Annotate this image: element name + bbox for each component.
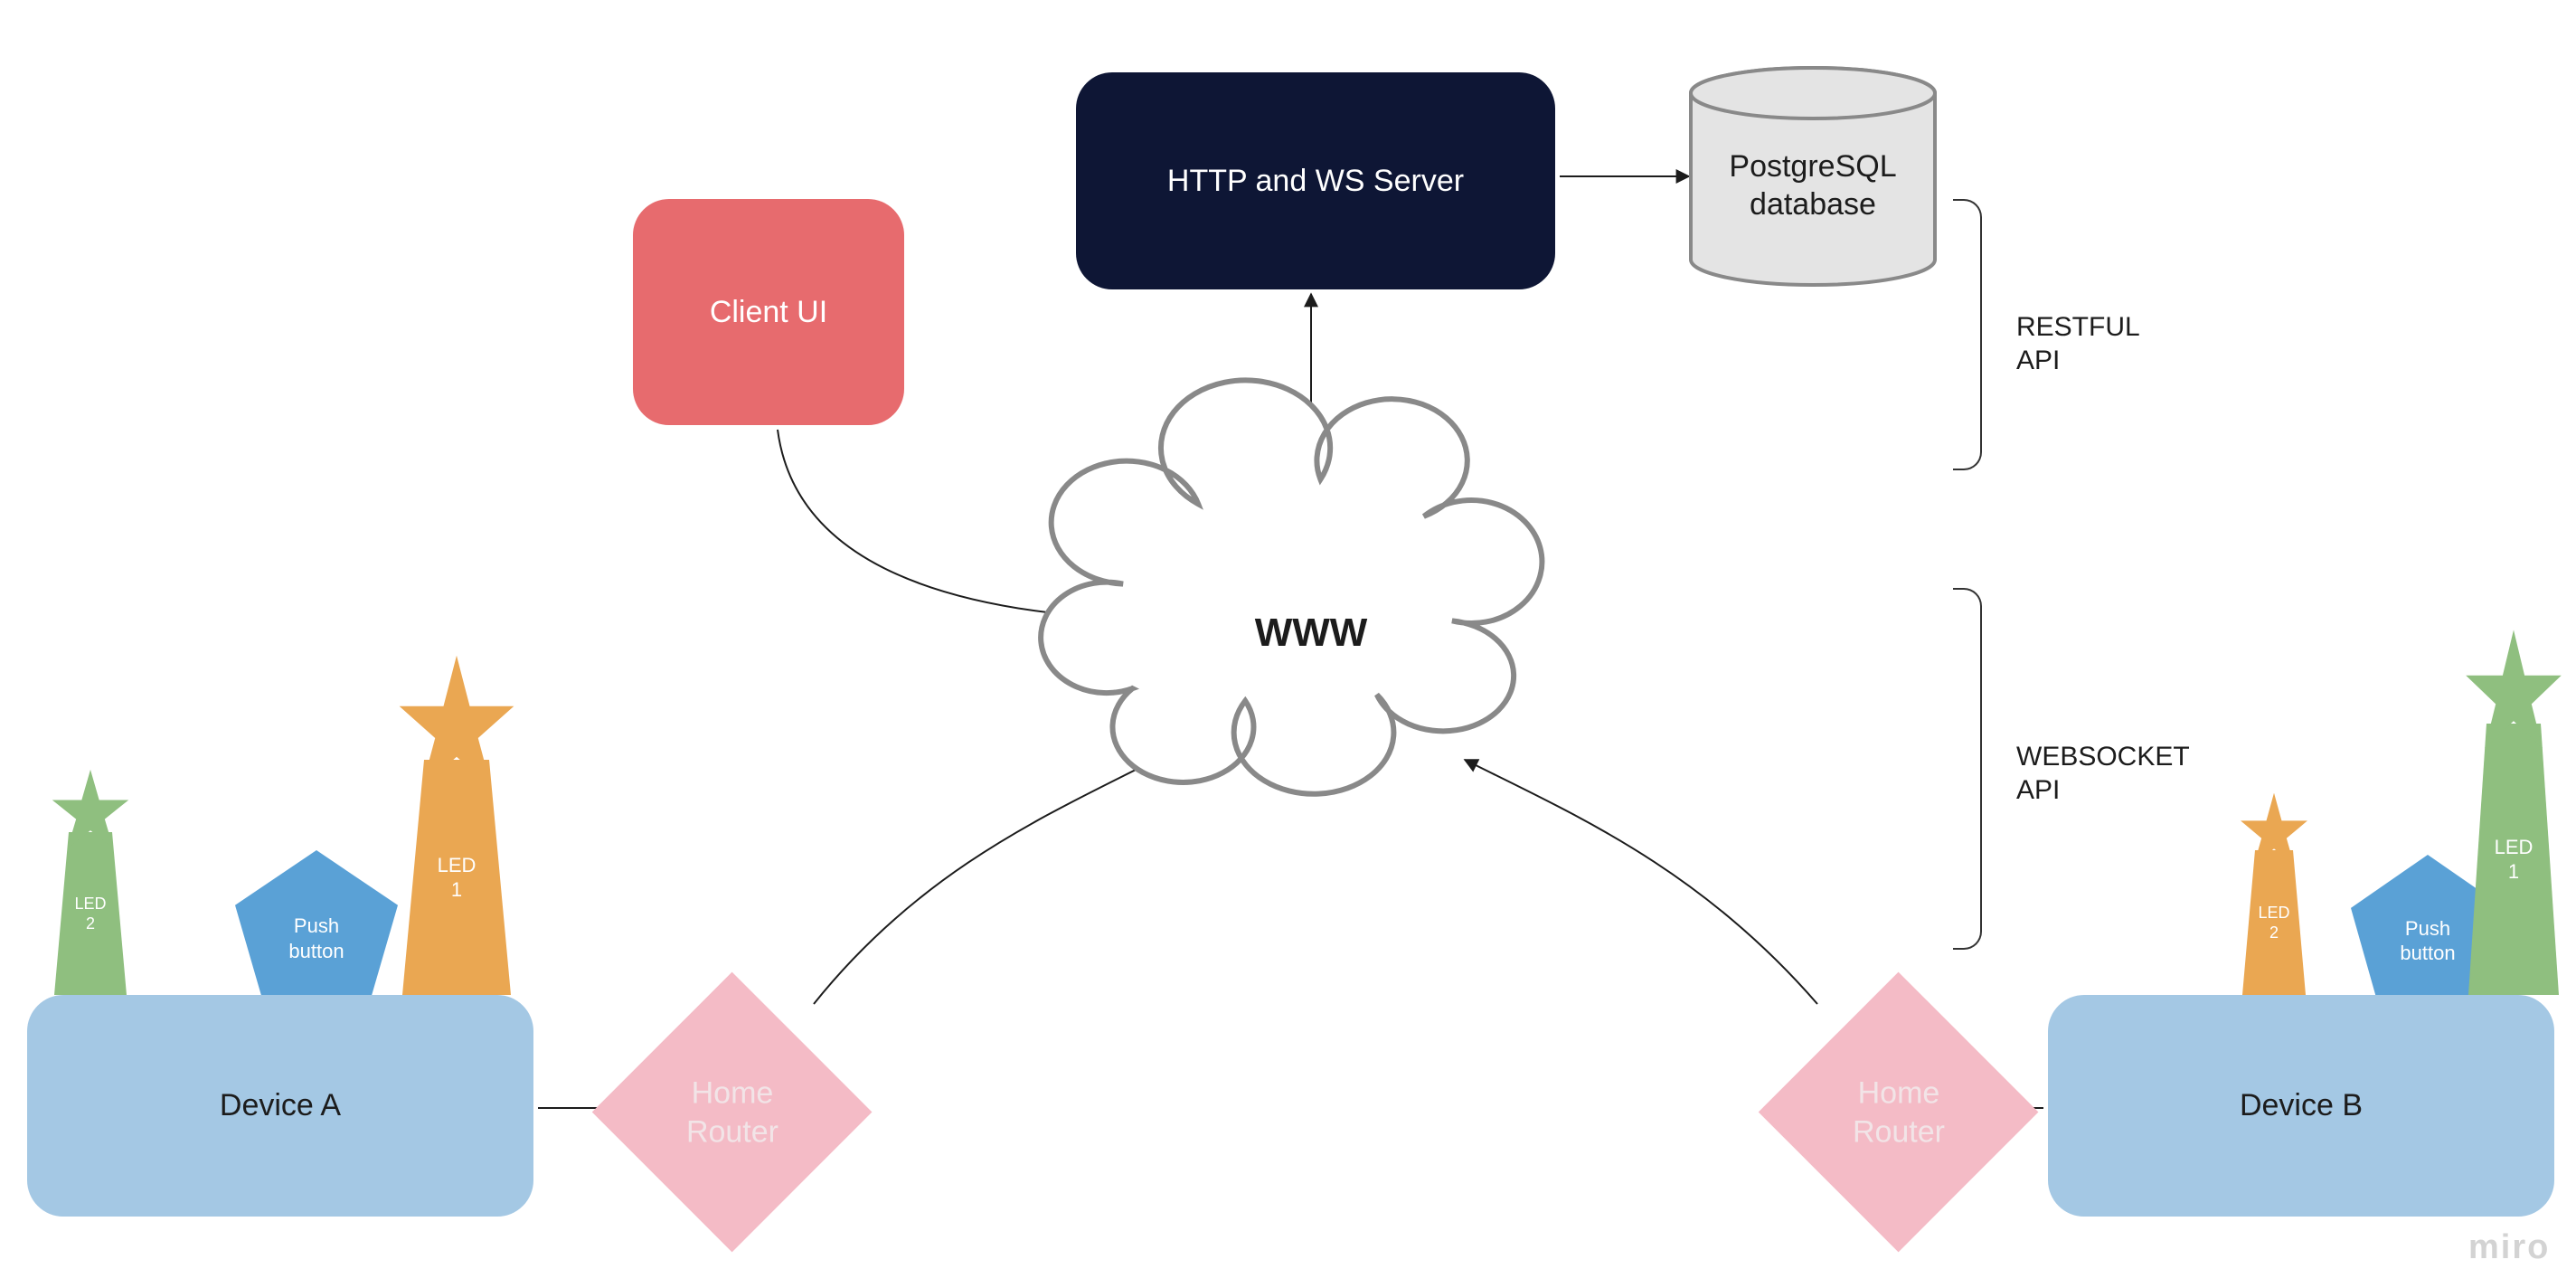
- restful-api-label: RESTFUL API: [2016, 303, 2251, 384]
- http-ws-server-label: HTTP and WS Server: [1167, 164, 1464, 199]
- websocket-api-text: WEBSOCKET API: [2016, 740, 2190, 808]
- miro-watermark: miro: [2468, 1228, 2550, 1267]
- home-router-b-label: Home Router: [1853, 1074, 1945, 1151]
- device-a: Device A: [27, 995, 533, 1217]
- websocket-api-label: WEBSOCKET API: [2016, 733, 2251, 814]
- device-a-label: Device A: [220, 1088, 341, 1123]
- device-b-label: Device B: [2240, 1088, 2363, 1123]
- diagram-canvas: WWW HTTP and WS Server PostgreSQL databa…: [0, 0, 2576, 1269]
- brace-websocket: [1953, 588, 1980, 950]
- www-cloud: WWW: [1203, 597, 1420, 669]
- miro-watermark-text: miro: [2468, 1228, 2550, 1266]
- a_led1-label: LED 1: [438, 853, 477, 903]
- edge-routerB-to-www: [1465, 760, 1817, 1004]
- a_push-label: Push button: [288, 882, 344, 963]
- brace-restful: [1953, 199, 1980, 470]
- http-ws-server: HTTP and WS Server: [1076, 72, 1555, 289]
- www-label: WWW: [1255, 611, 1368, 656]
- a_led2-label: LED 2: [74, 894, 106, 934]
- edge-clientui-to-www: [778, 430, 1071, 615]
- postgresql-db-label: PostgreSQL database: [1729, 147, 1896, 224]
- client-ui: Client UI: [633, 199, 904, 425]
- b_led1-label: LED 1: [2495, 835, 2534, 885]
- device-b: Device B: [2048, 995, 2554, 1217]
- b_push-label: Push button: [2400, 885, 2455, 966]
- b_led2-label: LED 2: [2258, 903, 2289, 943]
- client-ui-label: Client UI: [710, 295, 827, 330]
- restful-api-text: RESTFUL API: [2016, 310, 2140, 378]
- postgresql-db: PostgreSQL database: [1691, 102, 1935, 269]
- edge-routerA-to-www: [814, 760, 1156, 1004]
- home-router-a-label: Home Router: [686, 1074, 778, 1151]
